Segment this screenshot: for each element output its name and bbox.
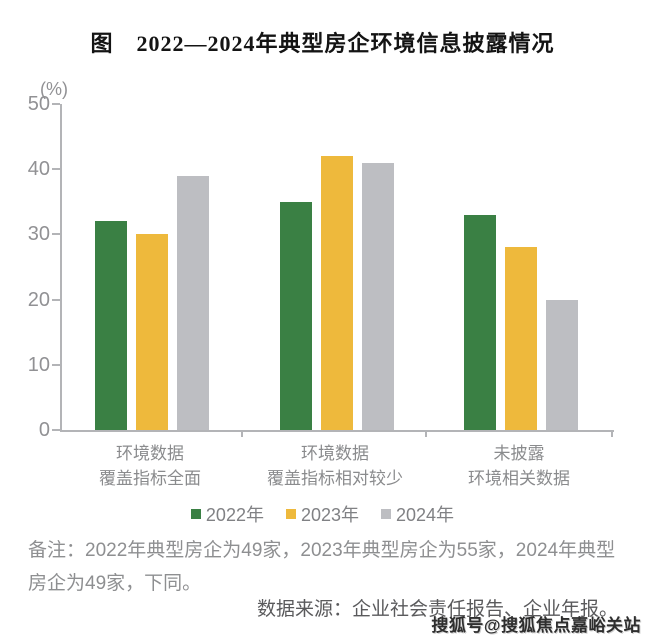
category-label-line: 环境相关数据 [468,469,570,488]
chart-title: 图 2022—2024年典型房企环境信息披露情况 [90,31,555,56]
watermark-text: 搜狐号@搜狐焦点嘉峪关站 [431,616,641,635]
bar-2022年-group-0 [95,221,127,430]
y-tick-label-40: 40 [27,158,50,181]
legend: 2022年 2023年 2024年 [0,501,645,527]
legend-item-2022年: 2022年 [190,501,264,527]
remark-note: 备注：2022年典型房企为49家，2023年典型房企为55家，2024年典型房企… [28,540,616,594]
category-label-line: 覆盖指标全面 [99,469,201,488]
category-label-line: 环境数据 [116,444,184,463]
bar-group-2 [464,104,578,430]
bar-2024年-group-2 [546,299,578,430]
category-label-1: 环境数据覆盖指标相对较少 [220,441,450,491]
x-tick-mark-2 [611,430,613,437]
legend-swatch-icon [190,509,201,519]
bar-2023年-group-0 [136,234,168,430]
bar-2022年-group-2 [464,214,496,430]
y-tick-label-20: 20 [27,288,50,311]
y-tick-mark-20 [52,298,60,301]
data-source-note: 数据来源：企业社会责任报告、企业年报。 [256,599,618,620]
category-label-line: 未披露 [493,444,545,463]
bar-2023年-group-2 [505,247,537,430]
legend-label: 2022年 [205,505,264,525]
y-tick-mark-50 [52,103,60,105]
legend-label: 2023年 [300,505,360,525]
legend-item-2023年: 2023年 [285,501,360,527]
bar-group-0 [95,104,209,430]
y-tick-label-30: 30 [27,223,50,246]
legend-swatch-icon [381,509,392,519]
plot-area [60,104,614,432]
legend-item-2024年: 2024年 [381,501,454,527]
category-label-line: 覆盖指标相对较少 [267,469,403,488]
legend-swatch-icon [285,509,296,519]
bar-2023年-group-1 [321,156,353,430]
y-tick-mark-40 [52,168,60,171]
bar-2024年-group-0 [177,175,209,430]
bar-2022年-group-1 [280,201,312,430]
x-tick-mark-0 [241,430,243,437]
bar-group-1 [280,104,394,430]
y-tick-label-10: 10 [27,353,50,376]
x-tick-mark-1 [425,430,427,437]
y-tick-mark-0 [52,429,60,431]
category-label-0: 环境数据覆盖指标全面 [35,441,265,491]
bar-2024年-group-1 [362,162,394,430]
y-axis-unit-label: (%) [40,79,68,99]
category-label-line: 环境数据 [301,444,369,463]
y-tick-label-50: 50 [27,93,50,115]
category-label-2: 未披露 环境相关数据 [404,441,634,491]
legend-label: 2024年 [396,505,455,525]
y-tick-label-0: 0 [38,419,50,441]
y-tick-mark-30 [52,233,60,236]
y-tick-mark-10 [52,363,60,366]
